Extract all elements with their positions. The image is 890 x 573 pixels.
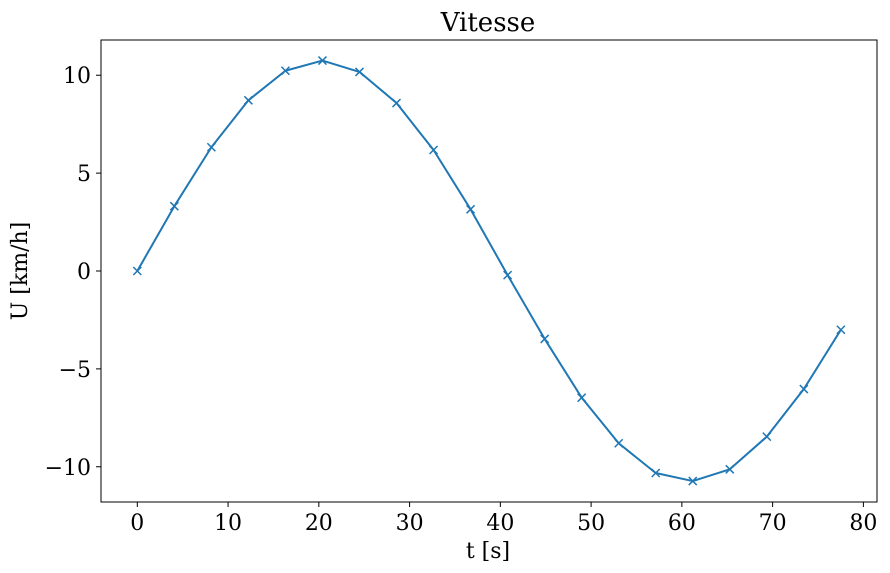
data-point-marker [391,98,402,108]
x-tick-label: 80 [849,511,877,536]
y-tick-label: −10 [45,456,91,481]
data-point-marker [206,142,216,152]
data-point-marker [503,270,513,280]
data-point-marker [762,432,772,442]
plot-area [132,56,846,486]
series-line [136,59,842,483]
x-tick-label: 20 [305,511,333,536]
y-tick-label: 10 [63,64,91,89]
data-point-marker [132,266,142,276]
data-point-marker [836,325,846,335]
x-tick-label: 70 [759,511,787,536]
x-axis: 0 10 20 30 40 50 60 70 80 [130,502,877,536]
data-point-marker [540,334,550,344]
x-tick-label: 0 [130,511,144,536]
y-axis-title: U [km/h] [8,222,33,320]
x-tick-label: 60 [668,511,696,536]
y-tick-label: −5 [59,358,91,383]
x-tick-label: 10 [214,511,242,536]
data-point-marker [725,464,735,474]
x-tick-label: 50 [577,511,605,536]
data-point-marker [799,384,809,394]
data-point-marker [169,201,179,211]
x-tick-label: 30 [396,511,424,536]
chart-title: Vitesse [440,8,536,38]
data-point-marker [688,476,698,486]
data-point-marker [651,468,661,478]
y-tick-label: 0 [77,260,91,285]
data-point-marker [280,66,290,76]
data-point-marker [614,438,624,448]
x-tick-label: 40 [486,511,514,536]
data-point-marker [354,67,365,77]
data-point-marker [317,56,327,66]
y-axis: 10 5 0 −5 −10 [45,64,101,481]
y-tick-label: 5 [77,162,91,187]
x-axis-title: t [s] [466,539,510,564]
data-point-marker [466,204,476,214]
data-point-marker [243,95,253,105]
data-point-marker [577,393,587,403]
data-point-marker [429,145,439,155]
